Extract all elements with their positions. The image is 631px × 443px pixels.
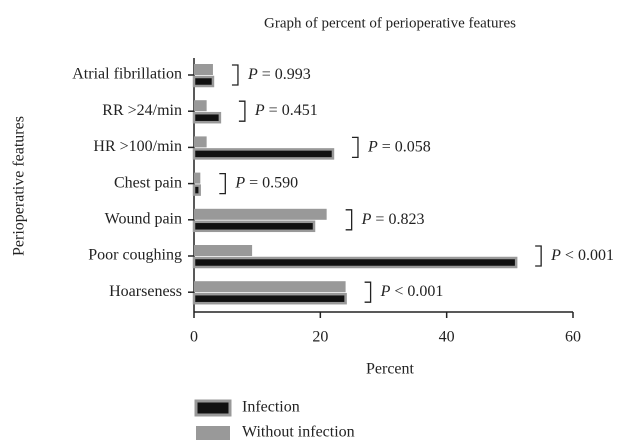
bar bbox=[194, 100, 207, 112]
bar bbox=[194, 245, 253, 256]
legend-label: Infection bbox=[242, 399, 300, 416]
bar bbox=[192, 75, 215, 88]
bar bbox=[192, 256, 518, 269]
bar bbox=[192, 184, 201, 196]
bar bbox=[194, 136, 207, 148]
bar bbox=[194, 64, 213, 75]
p-value-annotation: P < 0.001 bbox=[380, 283, 444, 300]
p-value-annotation: P = 0.993 bbox=[247, 66, 311, 83]
p-value-annotation: P = 0.451 bbox=[254, 102, 318, 119]
p-value-annotation: P = 0.590 bbox=[234, 174, 298, 191]
p-value-annotation: P = 0.823 bbox=[361, 210, 425, 227]
bar bbox=[194, 172, 201, 184]
x-tick-label: 40 bbox=[439, 329, 455, 346]
p-value-annotation: P = 0.058 bbox=[367, 138, 431, 155]
y-tick-label: Hoarseness bbox=[109, 283, 182, 300]
chart-title: Graph of percent of perioperative featur… bbox=[264, 15, 516, 31]
x-tick-label: 60 bbox=[565, 329, 581, 346]
p-value-annotation: P < 0.001 bbox=[550, 247, 614, 264]
y-axis-label: Perioperative features bbox=[11, 116, 28, 256]
y-tick-label: Wound pain bbox=[105, 210, 182, 227]
y-tick-label: Chest pain bbox=[114, 174, 182, 191]
legend-label: Without infection bbox=[242, 424, 355, 441]
bracket bbox=[535, 245, 542, 267]
bracket bbox=[219, 172, 226, 195]
bar bbox=[194, 281, 346, 293]
bracket bbox=[231, 64, 239, 86]
bracket bbox=[351, 136, 359, 159]
x-axis-label: Percent bbox=[366, 361, 415, 378]
y-tick-label: HR >100/min bbox=[93, 138, 182, 155]
y-tick-label: Poor coughing bbox=[88, 247, 182, 264]
x-tick-label: 20 bbox=[312, 329, 328, 346]
bar bbox=[194, 208, 327, 220]
bracket bbox=[364, 281, 372, 303]
legend-swatch bbox=[194, 399, 232, 417]
bar bbox=[192, 220, 316, 233]
bar bbox=[192, 292, 347, 305]
bar bbox=[192, 148, 335, 160]
bracket bbox=[238, 100, 246, 122]
y-tick-label: RR >24/min bbox=[102, 102, 182, 119]
x-tick-label: 0 bbox=[190, 329, 198, 346]
legend-swatch bbox=[196, 426, 230, 440]
y-tick-label: Atrial fibrillation bbox=[72, 66, 182, 83]
bar bbox=[192, 111, 222, 124]
bracket bbox=[345, 209, 353, 231]
